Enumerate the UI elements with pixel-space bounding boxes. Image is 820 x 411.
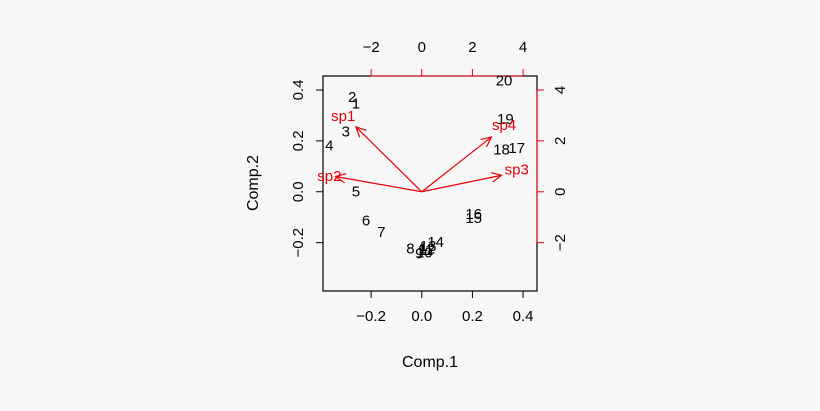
point-label: 14 [427,234,444,251]
loading-label-sp4: sp4 [492,117,516,134]
point-label: 11 [418,242,434,259]
top-axis: −2 0 2 4 [363,39,527,77]
loading-label-sp3: sp3 [505,162,529,179]
point-label: 2 [348,89,356,106]
point-label: 13 [420,238,437,255]
x-tick-label: 0.4 [513,308,534,325]
right-tick-label: −2 [552,234,569,251]
point-label: 1 [352,95,360,112]
arrowhead-sp3 [490,171,503,183]
loading-arrow-sp2 [335,175,422,193]
loading-label-sp2: sp2 [317,168,341,185]
y-tick-label: 0.2 [290,130,307,151]
arrowhead-sp4 [480,136,493,148]
point-label: 5 [352,183,360,200]
point-label: 4 [325,137,333,154]
right-tick-label: 0 [552,188,569,196]
point-label: 18 [493,141,510,158]
point-label: 16 [465,206,482,223]
y-tick-label: 0.0 [290,181,307,202]
point-label: 17 [508,140,525,157]
point-label: 10 [416,244,433,261]
point-label: 8 [406,241,414,258]
loading-arrow-sp4 [421,136,492,193]
left-axis: −0.2 0.0 0.2 0.4 [290,80,324,258]
loading-arrows-layer: sp1 sp2 sp3 sp4 [317,108,529,193]
y-axis-label: Comp.2 [245,155,262,211]
x-tick-label: 0.0 [411,308,432,325]
x-tick-label: 0.2 [462,308,483,325]
y-tick-label: 0.4 [290,80,307,101]
point-label: 7 [377,224,385,241]
point-label: 20 [496,73,513,90]
right-tick-label: 2 [552,137,569,145]
point-label: 6 [362,213,370,230]
top-tick-label: 2 [468,39,476,56]
loading-arrow-sp3 [421,174,502,193]
loading-arrow-sp1 [355,126,423,193]
top-tick-label: −2 [363,39,380,56]
point-label: 3 [342,123,350,140]
right-tick-label: 4 [552,86,569,94]
right-axis: −2 0 2 4 [536,86,569,251]
point-label: 19 [497,111,514,128]
arrowhead-sp2 [334,172,347,184]
top-tick-label: 0 [418,39,426,56]
top-tick-label: 4 [519,39,527,56]
point-label: 15 [465,210,482,227]
point-label: 12 [418,241,435,258]
x-tick-label: −0.2 [356,308,386,325]
loading-label-sp1: sp1 [331,108,355,125]
y-tick-label: −0.2 [290,228,307,258]
bottom-axis: −0.2 0.0 0.2 0.4 [356,290,534,325]
x-axis-label: Comp.1 [402,354,458,371]
arrowhead-sp1 [354,125,367,138]
point-label: 9 [415,246,423,263]
